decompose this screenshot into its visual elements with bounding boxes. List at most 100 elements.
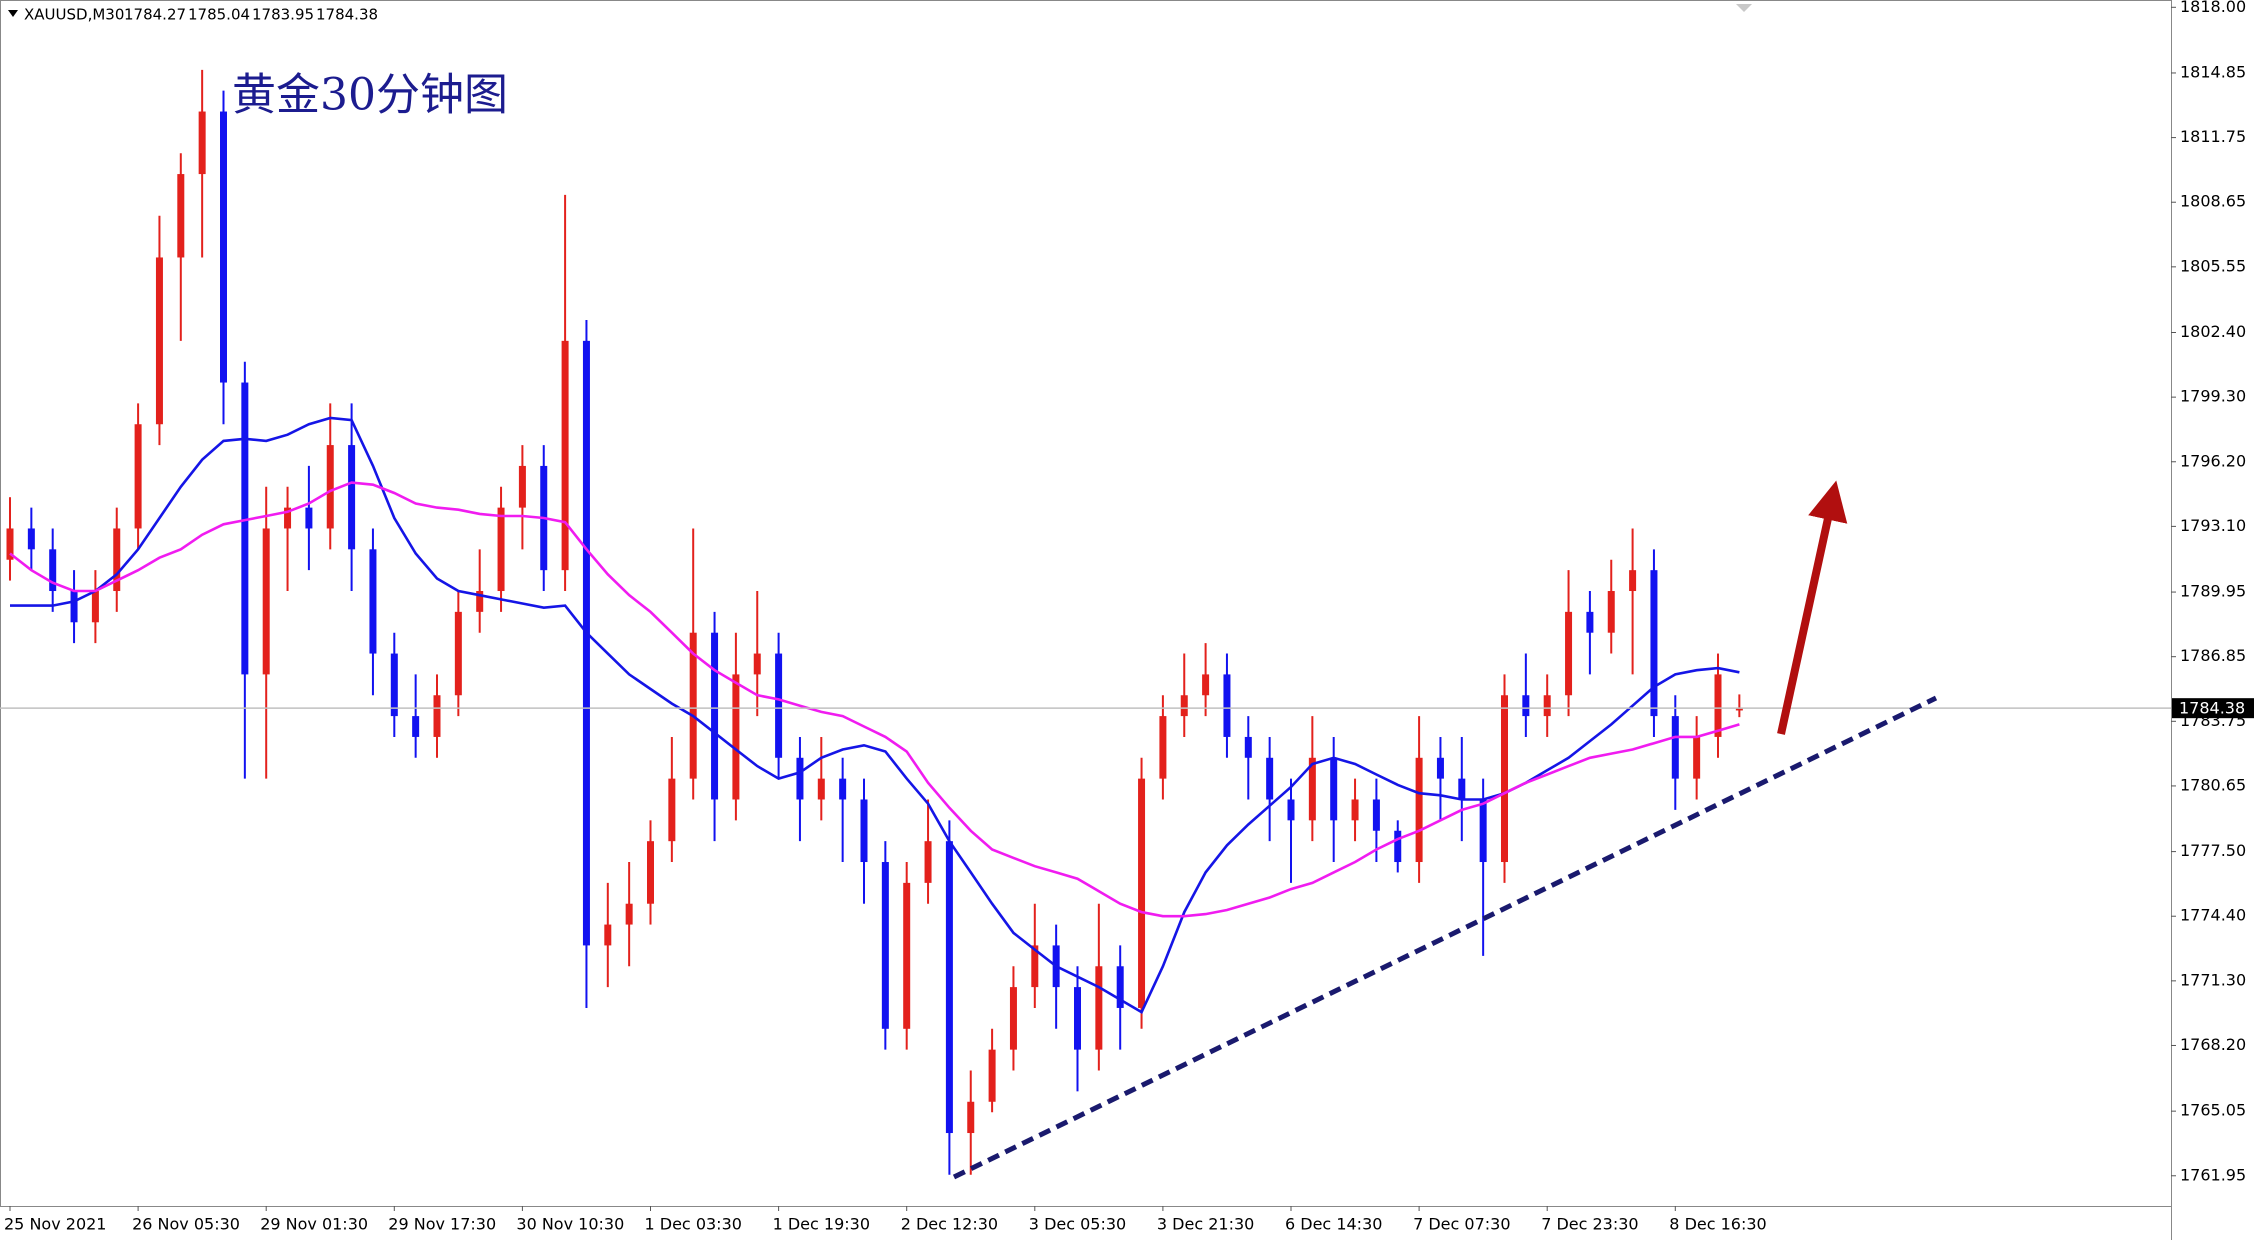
candle-body <box>839 778 847 800</box>
candle-body <box>1671 716 1679 779</box>
x-tick-label: 8 Dec 16:30 <box>1669 1215 1766 1234</box>
candle-body <box>198 111 206 175</box>
candle-body <box>390 653 398 717</box>
candle-body <box>220 111 227 383</box>
candle-body <box>1330 757 1338 821</box>
candle-body <box>1415 757 1423 863</box>
x-tick-label: 7 Dec 23:30 <box>1541 1215 1638 1234</box>
x-tick-label: 7 Dec 07:30 <box>1413 1215 1510 1234</box>
candle-body <box>1436 757 1444 779</box>
y-tick-label: 1786.85 <box>2180 646 2246 665</box>
candle-body <box>305 507 313 529</box>
current-price-label: 1784.38 <box>2179 699 2245 718</box>
candle-body <box>1501 695 1508 863</box>
candle-body <box>241 382 249 675</box>
y-tick-label: 1796.20 <box>2180 451 2246 470</box>
candle-body <box>1629 570 1637 592</box>
moving-average <box>10 416 1740 1014</box>
x-tick-label: 1 Dec 03:30 <box>645 1215 742 1234</box>
candle-body <box>817 778 825 800</box>
x-tick-label: 29 Nov 01:30 <box>260 1215 368 1234</box>
candle-body <box>860 799 868 863</box>
x-tick-label: 29 Nov 17:30 <box>388 1215 496 1234</box>
ohlc-low: 1783.95 <box>252 6 314 24</box>
candle-body <box>1543 695 1551 717</box>
plot-area <box>0 0 2172 1207</box>
candle-body <box>668 778 676 842</box>
candle-body <box>369 549 377 654</box>
candle-body <box>1458 778 1466 800</box>
candle-body <box>1308 757 1316 821</box>
candle-body <box>1180 695 1188 717</box>
candle-body <box>1244 736 1252 758</box>
candle-body <box>1266 757 1274 800</box>
x-tick-label: 1 Dec 19:30 <box>773 1215 870 1234</box>
menu-triangle <box>8 10 18 17</box>
up-arrow <box>1777 480 1848 735</box>
y-tick-label: 1814.85 <box>2180 62 2246 81</box>
candle-body <box>476 591 484 612</box>
candle-body <box>1586 611 1594 633</box>
candle-body <box>647 841 654 904</box>
candle-body <box>177 174 185 258</box>
ohlc-close: 1784.38 <box>316 6 378 24</box>
y-tick-label: 1774.40 <box>2180 906 2246 925</box>
candle-body <box>903 882 911 1029</box>
moving-average <box>9 481 1740 918</box>
candle-body <box>604 924 612 946</box>
candle-body <box>155 257 163 425</box>
candle-body <box>1351 799 1359 821</box>
ohlc-high: 1785.04 <box>188 6 250 24</box>
candle-body <box>91 591 99 623</box>
candle-body <box>1138 778 1146 1008</box>
symbol: XAUUSD,M30 <box>24 6 124 24</box>
current-price-box <box>2172 698 2254 719</box>
candle-body <box>134 424 142 529</box>
candle-body <box>711 632 719 800</box>
candle-body <box>27 528 35 550</box>
candle-body <box>924 841 932 883</box>
candle-body <box>1116 966 1124 1008</box>
x-tick-label: 3 Dec 05:30 <box>1029 1215 1126 1234</box>
y-tick-label: 1805.55 <box>2180 256 2246 275</box>
trend-line <box>952 695 1938 1180</box>
candle-body <box>518 465 526 508</box>
x-tick-label: 2 Dec 12:30 <box>901 1215 998 1234</box>
candle-body <box>70 591 78 623</box>
candle-body <box>1565 611 1573 696</box>
candle-body <box>497 507 505 592</box>
marks <box>0 69 2171 1175</box>
candle-body <box>1159 716 1167 779</box>
y-tick-label: 1811.75 <box>2180 127 2246 146</box>
candle-body <box>753 653 761 675</box>
y-tick-label: 1802.40 <box>2180 322 2246 341</box>
y-tick-label: 1799.30 <box>2180 387 2246 406</box>
candle-body <box>1009 987 1017 1050</box>
candle-body <box>326 445 334 529</box>
y-tick-label: 1818.00 <box>2180 0 2246 16</box>
y-tick-label: 1780.65 <box>2180 775 2246 794</box>
candle-body <box>1031 945 1039 988</box>
chart-title: 黄金30分钟图 <box>232 70 508 121</box>
x-tick-label: 26 Nov 05:30 <box>132 1215 240 1234</box>
candle-body <box>582 340 590 946</box>
candle-body <box>1287 799 1295 821</box>
x-tick-label: 25 Nov 2021 <box>4 1215 106 1234</box>
candle-body <box>988 1049 996 1102</box>
candle-body <box>625 903 633 925</box>
y-tick-label: 1808.65 <box>2180 192 2246 211</box>
candle-body <box>1522 695 1530 717</box>
candle-body <box>113 528 121 592</box>
candle-body <box>412 716 420 737</box>
candle-body <box>1202 674 1210 696</box>
candle-body <box>1693 736 1701 779</box>
candle-body <box>1394 830 1402 863</box>
candle-body <box>1372 799 1380 831</box>
candle-body <box>6 528 14 560</box>
candle-body <box>1650 570 1658 717</box>
y-tick-label: 1771.30 <box>2180 970 2246 989</box>
candle-body <box>262 528 270 675</box>
candle-body <box>689 632 697 779</box>
candle-body <box>796 757 804 800</box>
